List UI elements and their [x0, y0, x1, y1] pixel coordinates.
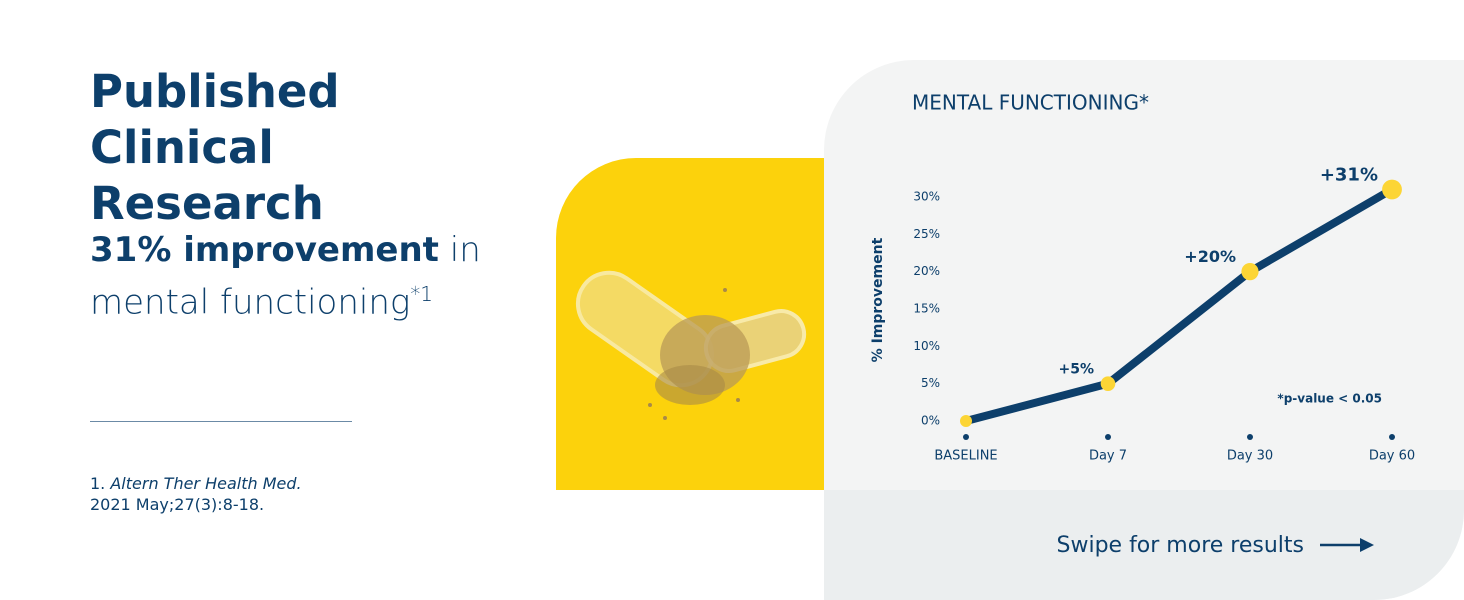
- x-tick: [1105, 434, 1111, 440]
- swipe-panel: [824, 490, 1464, 600]
- divider: [90, 421, 352, 422]
- data-point: [960, 415, 972, 427]
- value-label: +20%: [1184, 247, 1236, 266]
- y-tick-label: 10%: [913, 339, 940, 353]
- data-point: [1241, 263, 1259, 281]
- swipe-label[interactable]: Swipe for more results: [1057, 533, 1305, 558]
- y-tick-label: 0%: [921, 414, 940, 428]
- x-tick: [1389, 434, 1395, 440]
- capsule-image: [575, 270, 807, 420]
- data-point: [1100, 376, 1116, 391]
- reference: 1. Altern Ther Health Med. 2021 May;27(3)…: [90, 473, 302, 515]
- chart-title: MENTAL FUNCTIONING*: [912, 91, 1149, 115]
- ref-number: 1.: [90, 474, 106, 493]
- value-label: +5%: [1059, 362, 1095, 378]
- value-label: +31%: [1320, 164, 1378, 185]
- y-axis-label: % Improvement: [870, 237, 886, 362]
- y-tick-label: 20%: [913, 264, 940, 278]
- y-tick-label: 5%: [921, 376, 940, 390]
- y-tick-label: 25%: [913, 227, 940, 241]
- x-tick-label: Day 7: [1089, 449, 1127, 464]
- y-tick-label: 15%: [913, 301, 940, 315]
- highlight: 31% improvement: [90, 230, 439, 270]
- x-tick: [1247, 434, 1253, 440]
- y-tick-label: 30%: [913, 189, 940, 203]
- ref-citation: 2021 May;27(3):8-18.: [90, 495, 265, 514]
- data-line: [964, 186, 1395, 425]
- ref-journal: Altern Ther Health Med.: [110, 474, 302, 493]
- x-tick: [963, 434, 969, 440]
- x-tick-label: BASELINE: [934, 449, 997, 464]
- x-tick-label: Day 60: [1369, 449, 1415, 464]
- subheading-text: in mental functioning: [90, 230, 481, 323]
- footnote-mark: *1: [410, 282, 434, 306]
- chart-panel: [824, 60, 1464, 600]
- annotation: *p-value < 0.05: [1277, 392, 1382, 406]
- heading: Published Clinical Research: [90, 65, 340, 230]
- swipe-arrow[interactable]: [1320, 538, 1374, 552]
- data-point: [1382, 179, 1402, 200]
- subheading: 31% improvement in mental functioning*1: [90, 228, 520, 324]
- x-tick-label: Day 30: [1227, 449, 1273, 464]
